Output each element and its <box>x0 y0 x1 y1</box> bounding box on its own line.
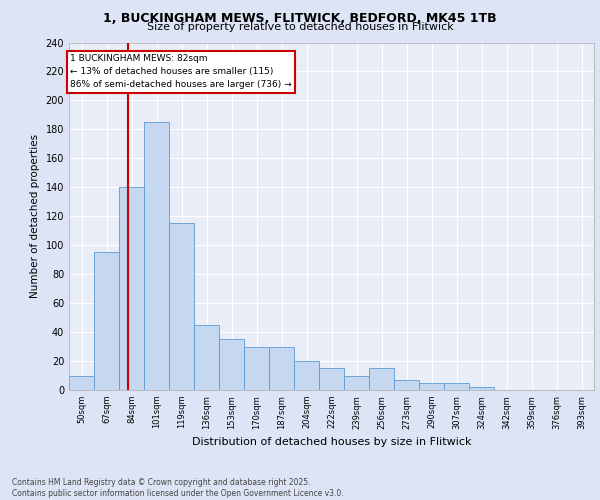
Bar <box>269 346 294 390</box>
Text: Contains HM Land Registry data © Crown copyright and database right 2025.
Contai: Contains HM Land Registry data © Crown c… <box>12 478 344 498</box>
Bar <box>344 376 369 390</box>
Y-axis label: Number of detached properties: Number of detached properties <box>30 134 40 298</box>
Bar <box>469 387 494 390</box>
Text: 1, BUCKINGHAM MEWS, FLITWICK, BEDFORD, MK45 1TB: 1, BUCKINGHAM MEWS, FLITWICK, BEDFORD, M… <box>103 12 497 26</box>
Bar <box>369 368 394 390</box>
X-axis label: Distribution of detached houses by size in Flitwick: Distribution of detached houses by size … <box>192 437 471 447</box>
Bar <box>144 122 169 390</box>
Bar <box>194 325 219 390</box>
Bar <box>394 380 419 390</box>
Bar <box>169 224 194 390</box>
Text: 1 BUCKINGHAM MEWS: 82sqm
← 13% of detached houses are smaller (115)
86% of semi-: 1 BUCKINGHAM MEWS: 82sqm ← 13% of detach… <box>70 54 292 90</box>
Bar <box>219 340 244 390</box>
Bar <box>119 188 144 390</box>
Bar <box>319 368 344 390</box>
Bar <box>244 346 269 390</box>
Text: Size of property relative to detached houses in Flitwick: Size of property relative to detached ho… <box>146 22 454 32</box>
Bar <box>94 252 119 390</box>
Bar <box>294 361 319 390</box>
Bar <box>69 376 94 390</box>
Bar <box>444 383 469 390</box>
Bar <box>419 383 444 390</box>
